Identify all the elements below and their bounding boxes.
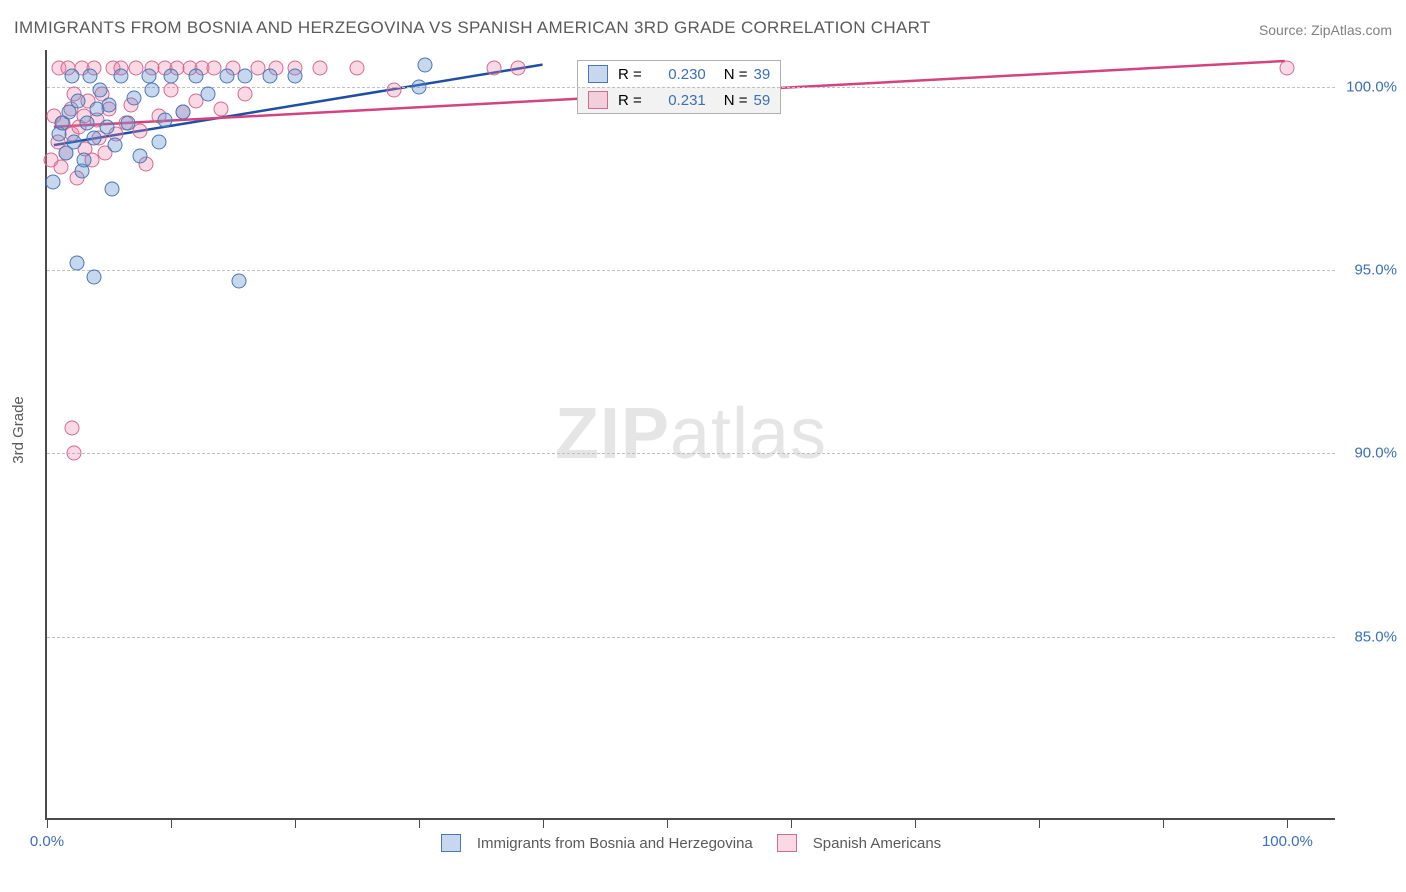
scatter-point-blue [64, 68, 79, 83]
n-label: N = [724, 66, 748, 83]
scatter-point-pink [387, 83, 402, 98]
watermark: ZIPatlas [555, 393, 827, 475]
scatter-point-pink [486, 61, 501, 76]
scatter-point-blue [418, 57, 433, 72]
scatter-point-pink [312, 61, 327, 76]
legend-label-blue: Immigrants from Bosnia and Herzegovina [477, 835, 753, 852]
gridline-h [47, 270, 1335, 271]
r-label: R = [618, 66, 642, 83]
legend-swatch-pink [777, 834, 797, 852]
scatter-point-pink [53, 160, 68, 175]
y-tick-label: 85.0% [1354, 628, 1397, 645]
source-label: Source: ZipAtlas.com [1259, 22, 1392, 38]
scatter-point-blue [83, 68, 98, 83]
r-value-blue: 0.230 [646, 66, 706, 83]
scatter-point-blue [102, 98, 117, 113]
watermark-zip: ZIP [555, 394, 670, 474]
x-tick-label-left: 0.0% [30, 833, 64, 850]
bottom-legend: Immigrants from Bosnia and Herzegovina S… [47, 834, 1335, 852]
scatter-point-pink [164, 83, 179, 98]
x-tick [295, 818, 296, 828]
x-tick [171, 818, 172, 828]
scatter-point-pink [238, 87, 253, 102]
scatter-point-pink [511, 61, 526, 76]
x-tick-label-right: 100.0% [1262, 833, 1313, 850]
scatter-point-blue [87, 131, 102, 146]
scatter-point-blue [114, 68, 129, 83]
scatter-point-blue [108, 138, 123, 153]
r-label: R = [618, 92, 642, 109]
n-value-blue: 39 [754, 66, 771, 83]
scatter-point-blue [69, 255, 84, 270]
scatter-point-blue [120, 116, 135, 131]
scatter-point-pink [67, 446, 82, 461]
legend-swatch-blue [588, 65, 608, 83]
bottom-legend-item-blue: Immigrants from Bosnia and Herzegovina [441, 834, 753, 852]
scatter-point-pink [1280, 61, 1295, 76]
x-tick [791, 818, 792, 828]
scatter-point-pink [213, 101, 228, 116]
scatter-point-blue [157, 112, 172, 127]
scatter-point-blue [219, 68, 234, 83]
r-value-pink: 0.231 [646, 92, 706, 109]
gridline-h [47, 453, 1335, 454]
scatter-point-blue [238, 68, 253, 83]
x-tick [1163, 818, 1164, 828]
x-tick [667, 818, 668, 828]
scatter-point-blue [79, 116, 94, 131]
plot-area: ZIPatlas R = 0.230 N = 39 R = 0.231 N = … [45, 50, 1335, 820]
x-tick [915, 818, 916, 828]
y-tick-label: 100.0% [1346, 78, 1397, 95]
scatter-point-blue [77, 153, 92, 168]
scatter-point-blue [164, 68, 179, 83]
trend-lines-layer [47, 50, 1335, 818]
scatter-point-blue [145, 83, 160, 98]
scatter-point-blue [201, 87, 216, 102]
gridline-h [47, 637, 1335, 638]
n-label: N = [724, 92, 748, 109]
scatter-point-blue [99, 120, 114, 135]
scatter-point-blue [263, 68, 278, 83]
scatter-point-blue [288, 68, 303, 83]
scatter-point-blue [232, 274, 247, 289]
scatter-point-blue [176, 105, 191, 120]
legend-swatch-pink [588, 91, 608, 109]
scatter-point-pink [350, 61, 365, 76]
y-tick-label: 95.0% [1354, 262, 1397, 279]
scatter-point-pink [64, 420, 79, 435]
scatter-point-blue [71, 94, 86, 109]
scatter-point-blue [93, 83, 108, 98]
y-axis-title: 3rd Grade [10, 396, 27, 464]
bottom-legend-item-pink: Spanish Americans [777, 834, 941, 852]
scatter-point-blue [46, 175, 61, 190]
stats-legend-row-pink: R = 0.231 N = 59 [578, 87, 780, 113]
y-tick-label: 90.0% [1354, 445, 1397, 462]
x-tick [1039, 818, 1040, 828]
x-tick [543, 818, 544, 828]
scatter-point-blue [188, 68, 203, 83]
scatter-point-blue [412, 79, 427, 94]
legend-swatch-blue [441, 834, 461, 852]
legend-label-pink: Spanish Americans [813, 835, 941, 852]
chart-title: IMMIGRANTS FROM BOSNIA AND HERZEGOVINA V… [14, 18, 931, 38]
scatter-point-blue [151, 134, 166, 149]
scatter-point-blue [104, 182, 119, 197]
scatter-point-blue [141, 68, 156, 83]
scatter-point-blue [87, 270, 102, 285]
x-tick [419, 818, 420, 828]
scatter-point-blue [133, 149, 148, 164]
x-tick [47, 818, 48, 828]
scatter-point-blue [126, 90, 141, 105]
stats-legend-row-blue: R = 0.230 N = 39 [578, 61, 780, 87]
watermark-atlas: atlas [670, 394, 827, 474]
scatter-point-blue [67, 134, 82, 149]
x-tick [1287, 818, 1288, 828]
n-value-pink: 59 [754, 92, 771, 109]
